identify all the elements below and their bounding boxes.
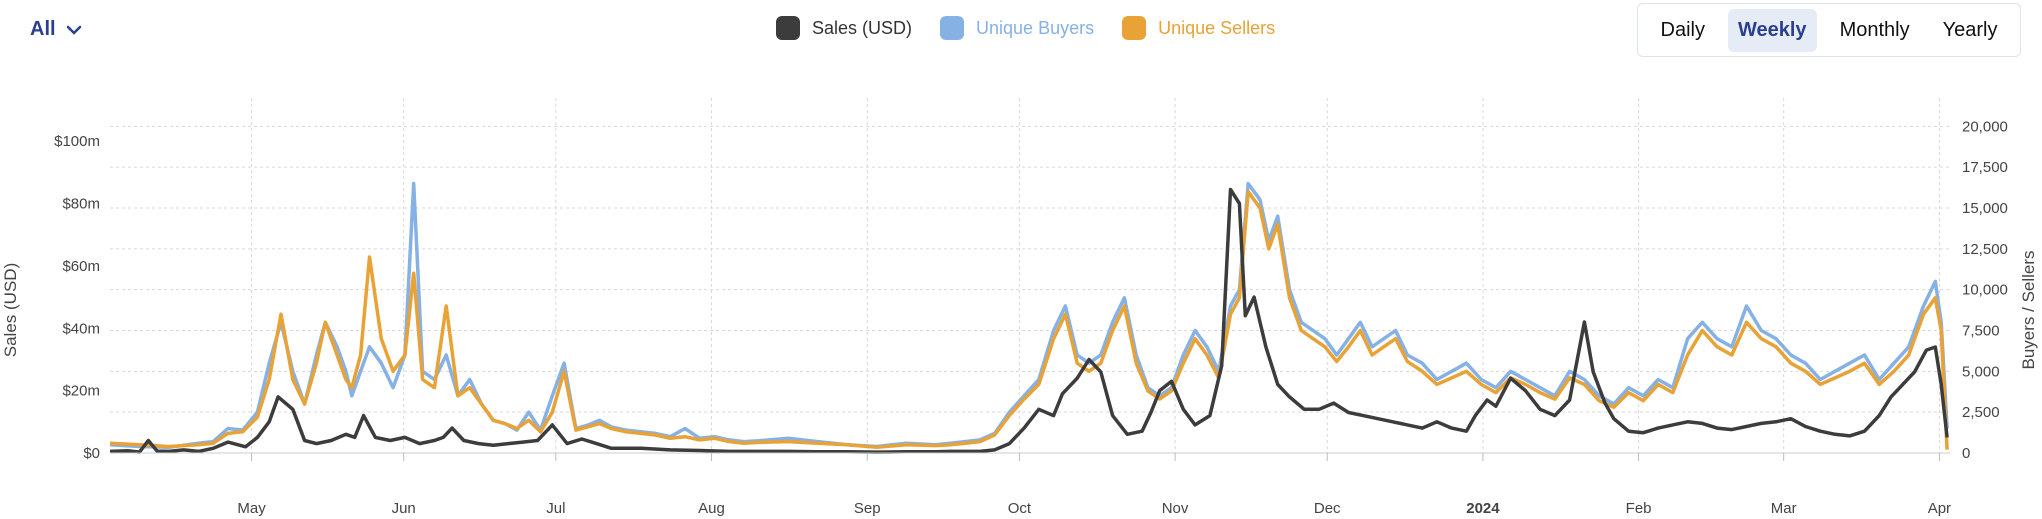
legend-swatch-sales bbox=[776, 16, 800, 40]
x-tick-label: Nov bbox=[1162, 500, 1189, 517]
y2-tick-label: 15,000 bbox=[1962, 200, 2008, 217]
y2-tick-label: 2,500 bbox=[1962, 404, 2000, 421]
x-tick-label: May bbox=[237, 500, 266, 517]
x-tick-label: Feb bbox=[1626, 500, 1652, 517]
chart-series bbox=[109, 181, 1949, 454]
legend-item-sellers[interactable]: Unique Sellers bbox=[1122, 16, 1275, 40]
y2-tick-label: 7,500 bbox=[1962, 323, 2000, 340]
filter-dropdown[interactable]: All bbox=[30, 18, 82, 41]
y-tick-label: $60m bbox=[62, 258, 100, 275]
legend-label-sales: Sales (USD) bbox=[812, 17, 913, 38]
x-tick-label: Oct bbox=[1008, 500, 1032, 517]
y-tick-label: $100m bbox=[54, 133, 100, 150]
filter-label: All bbox=[30, 18, 56, 40]
x-tick-label: Jun bbox=[392, 500, 416, 517]
y-axis-title: Sales (USD) bbox=[1, 263, 20, 357]
period-monthly-button[interactable]: Monthly bbox=[1839, 18, 1910, 41]
x-tick-label: Aug bbox=[698, 500, 725, 517]
x-tick-label: Sep bbox=[854, 500, 881, 517]
period-daily-button[interactable]: Daily bbox=[1660, 18, 1705, 41]
y-tick-label: $80m bbox=[62, 196, 100, 213]
legend-item-sales[interactable]: Sales (USD) bbox=[776, 16, 912, 40]
legend-label-sellers: Unique Sellers bbox=[1158, 17, 1276, 38]
x-tick-label: Jul bbox=[546, 500, 565, 517]
legend-item-buyers[interactable]: Unique Buyers bbox=[940, 16, 1094, 40]
legend-label-buyers: Unique Buyers bbox=[976, 17, 1095, 38]
chart-axes: 0 2,500 5,000 7,500 10,000 12,500 15,000 17,500… bbox=[54, 118, 2008, 517]
y-tick-label: $20m bbox=[62, 383, 100, 400]
y2-tick-label: 17,500 bbox=[1962, 159, 2008, 176]
y2-axis-title: Buyers / Sellers bbox=[2019, 250, 2038, 369]
x-tick-label: 2024 bbox=[1466, 500, 1500, 517]
legend-swatch-sellers bbox=[1122, 16, 1147, 40]
chevron-down-icon bbox=[66, 25, 81, 35]
series-line-sales bbox=[109, 187, 1949, 454]
chart-legend: Sales (USD) Unique Buyers Unique Sellers bbox=[776, 16, 1275, 40]
y2-tick-label: 10,000 bbox=[1962, 282, 2008, 299]
y2-tick-label: 20,000 bbox=[1962, 118, 2008, 135]
y2-tick-label: 12,500 bbox=[1962, 241, 2008, 258]
period-weekly-button[interactable]: Weekly bbox=[1727, 8, 1817, 52]
period-selector: Daily Weekly Monthly Yearly bbox=[1637, 3, 2021, 57]
legend-swatch-buyers bbox=[940, 16, 965, 40]
y2-tick-label: 5,000 bbox=[1962, 363, 2000, 380]
y2-tick-label: 0 bbox=[1962, 445, 1970, 462]
chart-grid bbox=[110, 98, 1950, 454]
period-yearly-button[interactable]: Yearly bbox=[1942, 18, 1998, 41]
x-tick-label: Apr bbox=[1928, 500, 1951, 517]
y-tick-label: $40m bbox=[62, 320, 100, 337]
x-tick-label: Mar bbox=[1771, 500, 1797, 517]
series-line-sellers bbox=[109, 189, 1949, 450]
y-tick-label: $0 bbox=[83, 445, 100, 462]
series-line-buyers bbox=[109, 181, 1949, 450]
x-tick-label: Dec bbox=[1314, 500, 1341, 517]
